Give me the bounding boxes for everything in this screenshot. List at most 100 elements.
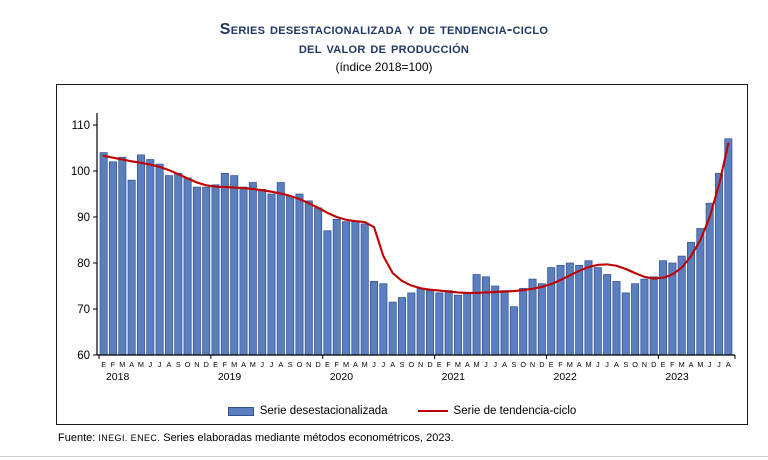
- chart-title-line2: del valor de producción: [298, 40, 470, 57]
- bar-month-46: [528, 278, 537, 356]
- month-label: D: [427, 360, 432, 369]
- bar-month-19: [276, 182, 285, 356]
- bar-month-34: [416, 287, 425, 356]
- month-label: A: [465, 360, 470, 369]
- bar-month-29: [370, 281, 379, 356]
- month-label: J: [158, 360, 162, 369]
- chart-subtitle: (índice 2018=100): [335, 60, 433, 74]
- month-label: A: [390, 360, 395, 369]
- month-label: E: [549, 360, 554, 369]
- month-label: J: [148, 360, 152, 369]
- month-label: M: [679, 360, 685, 369]
- legend-bars-label: Serie desestacionalizada: [259, 405, 388, 417]
- month-label: M: [585, 360, 591, 369]
- bar-month-38: [453, 294, 462, 356]
- month-label: D: [204, 360, 209, 369]
- bar-month-53: [593, 267, 602, 356]
- month-label: A: [689, 360, 694, 369]
- bar-month-17: [258, 189, 267, 356]
- month-label: M: [474, 360, 480, 369]
- chart-header: Series desestacionalizada y de tendencia…: [0, 20, 768, 74]
- bar-month-18: [267, 193, 276, 356]
- y-tick-label: 80: [77, 258, 90, 270]
- month-label: M: [138, 360, 144, 369]
- month-label: N: [530, 360, 535, 369]
- legend-item-bars: Serie desestacionalizada: [227, 405, 388, 417]
- chart-legend: Serie desestacionalizada Serie de tenden…: [57, 398, 747, 424]
- bar-month-42: [491, 285, 500, 356]
- bar-month-56: [621, 292, 630, 356]
- bar-month-20: [286, 195, 295, 356]
- month-label: F: [223, 360, 228, 369]
- year-label: 2023: [665, 371, 689, 383]
- chart-title-line1: Series desestacionalizada y de tendencia…: [219, 21, 549, 38]
- bar-month-23: [314, 207, 323, 356]
- month-label: J: [717, 360, 721, 369]
- month-label: J: [493, 360, 497, 369]
- month-label: M: [567, 360, 573, 369]
- bar-month-6: [155, 163, 164, 356]
- month-label: M: [697, 360, 703, 369]
- month-label: D: [651, 360, 656, 369]
- bar-month-58: [640, 278, 649, 356]
- month-label: M: [362, 360, 368, 369]
- month-label: A: [353, 360, 358, 369]
- bar-month-44: [509, 306, 518, 356]
- bar-month-40: [472, 274, 481, 356]
- month-label: N: [642, 360, 647, 369]
- bar-month-57: [631, 283, 640, 356]
- bar-month-3: [127, 179, 136, 356]
- bar-month-12: [211, 184, 220, 356]
- bar-month-0: [99, 152, 108, 356]
- month-label: J: [484, 360, 488, 369]
- bar-month-48: [547, 267, 556, 356]
- bar-month-7: [164, 175, 173, 356]
- month-label: M: [455, 360, 461, 369]
- month-label: M: [231, 360, 237, 369]
- month-label: E: [325, 360, 330, 369]
- bar-month-52: [584, 260, 593, 356]
- bar-month-51: [575, 264, 584, 356]
- bar-month-22: [304, 200, 313, 356]
- month-label: D: [539, 360, 544, 369]
- month-label: J: [708, 360, 712, 369]
- month-label: M: [250, 360, 256, 369]
- legend-line-label: Serie de tendencia-ciclo: [453, 405, 577, 417]
- month-label: E: [437, 360, 442, 369]
- month-label: S: [400, 360, 405, 369]
- bar-month-10: [192, 186, 201, 356]
- month-label: E: [661, 360, 666, 369]
- bar-month-11: [202, 186, 211, 356]
- bar-month-62: [677, 255, 686, 356]
- bar-month-26: [342, 221, 351, 356]
- legend-item-line: Serie de tendencia-ciclo: [417, 405, 577, 417]
- trend-line: [102, 142, 730, 294]
- month-label: M: [119, 360, 125, 369]
- month-label: N: [418, 360, 423, 369]
- bar-month-13: [220, 172, 229, 356]
- bar-month-24: [323, 230, 332, 356]
- month-label: F: [558, 360, 563, 369]
- bar-month-2: [118, 156, 127, 356]
- month-label: A: [577, 360, 582, 369]
- bar-month-33: [407, 292, 416, 356]
- month-label: O: [297, 360, 303, 369]
- month-label: J: [372, 360, 376, 369]
- month-label: A: [726, 360, 731, 369]
- month-label: A: [614, 360, 619, 369]
- year-label: 2022: [553, 371, 577, 383]
- bar-month-39: [463, 292, 472, 356]
- bar-month-1: [108, 161, 117, 356]
- month-label: J: [605, 360, 609, 369]
- bar-series-swatch: [227, 406, 254, 416]
- month-label: J: [270, 360, 274, 369]
- month-label: N: [194, 360, 199, 369]
- bar-month-9: [183, 177, 192, 356]
- month-label: E: [213, 360, 218, 369]
- bar-month-5: [146, 159, 155, 356]
- month-label: O: [520, 360, 526, 369]
- month-label: A: [129, 360, 134, 369]
- bar-month-8: [174, 172, 183, 356]
- bar-month-64: [696, 228, 705, 356]
